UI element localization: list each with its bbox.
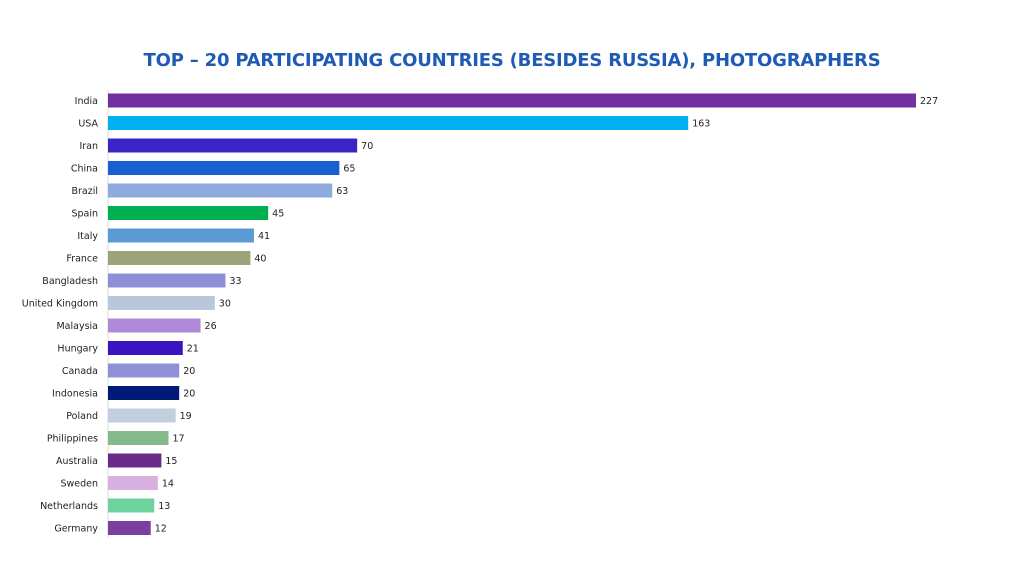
value-label: 41 [258,231,270,242]
value-label: 30 [219,299,231,310]
category-label: Canada [62,366,98,377]
value-label: 14 [162,479,174,490]
category-label: USA [78,119,98,130]
category-label: Netherlands [40,501,98,512]
bar-bangladesh [108,273,226,288]
value-label: 20 [183,389,195,400]
value-label: 13 [158,501,170,512]
value-label: 227 [920,96,938,107]
category-label: Brazil [71,186,98,197]
bar-malaysia [108,318,201,333]
value-label: 45 [272,209,284,220]
bar-indonesia [108,386,180,400]
value-label: 21 [187,344,199,355]
value-label: 65 [343,164,355,175]
bar-canada [108,363,180,378]
category-label: Poland [66,411,98,422]
bar-italy [108,228,254,243]
value-label: 63 [336,186,348,197]
bar-philippines [108,431,169,445]
bar-china [108,161,340,175]
bar-spain [108,206,269,220]
value-label: 19 [180,411,192,422]
category-label: Iran [79,141,98,152]
category-label: Sweden [60,479,98,490]
value-label: 26 [205,321,217,332]
category-label: United Kingdom [22,299,98,310]
value-label: 12 [155,524,167,535]
category-label: Italy [77,231,98,242]
category-label: Spain [71,209,98,220]
bar-iran [108,138,358,153]
bar-brazil [108,183,333,198]
category-label: Indonesia [52,389,98,400]
category-label: Bangladesh [42,276,98,287]
category-label: Germany [54,524,98,535]
bar-netherlands [108,498,155,513]
category-label: Philippines [47,434,98,445]
value-label: 163 [692,119,710,130]
bar-usa [108,116,689,130]
value-label: 33 [229,276,241,287]
category-label: India [75,96,98,107]
bar-australia [108,453,162,468]
bar-india [108,93,916,108]
value-label: 17 [173,434,185,445]
category-label: Hungary [57,344,98,355]
value-label: 15 [165,456,177,467]
bar-germany [108,521,151,535]
bar-sweden [108,476,158,490]
chart-title: TOP – 20 PARTICIPATING COUNTRIES (BESIDE… [143,50,881,71]
value-label: 20 [183,366,195,377]
category-label: China [71,164,98,175]
value-label: 70 [361,141,373,152]
category-label: Malaysia [56,321,98,332]
category-label: Australia [56,456,98,467]
bar-poland [108,408,176,423]
bar-hungary [108,341,183,355]
category-label: France [66,254,98,265]
bar-france [108,251,251,265]
value-label: 40 [254,254,266,265]
bar-united-kingdom [108,296,215,310]
